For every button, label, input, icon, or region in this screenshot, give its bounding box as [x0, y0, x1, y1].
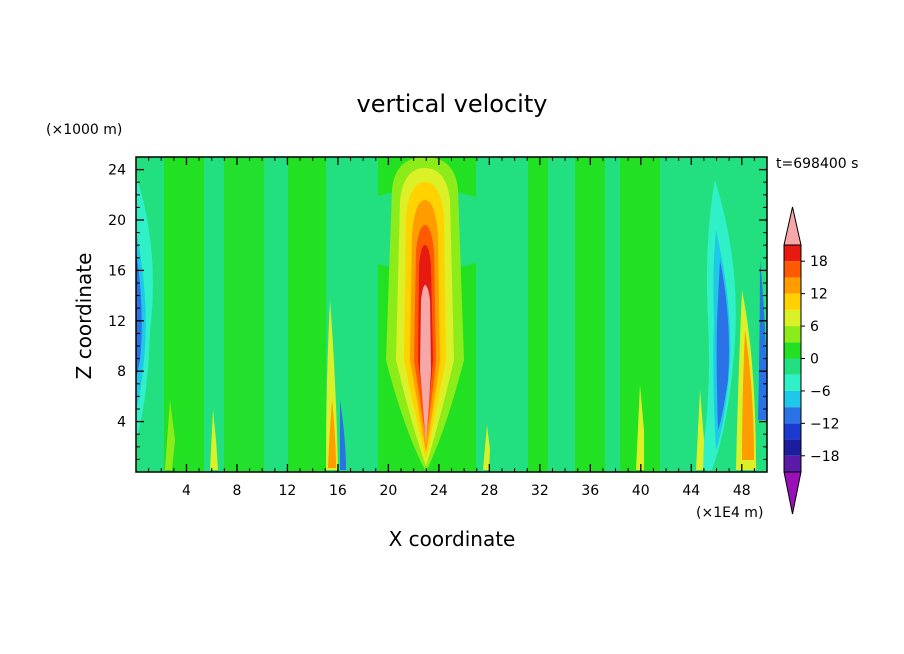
x-tick-label: 20 [379, 483, 397, 499]
colorbar-segment [784, 261, 801, 278]
x-axis-label: X coordinate [389, 527, 516, 551]
field-band [528, 157, 548, 472]
small-feature [483, 425, 490, 470]
colorbar-segment [784, 390, 801, 408]
right-edge-downdraft [758, 260, 767, 420]
colorbar-segment [784, 309, 801, 327]
y-axis-label: Z coordinate [72, 253, 96, 380]
x-unit-label: (×1E4 m) [696, 505, 763, 521]
downdraft-17 [340, 400, 346, 470]
small-feature [210, 410, 218, 470]
x-tick-label: 12 [279, 483, 297, 499]
small-feature [696, 390, 704, 470]
small-feature [165, 400, 175, 470]
x-tick-label: 40 [632, 483, 650, 499]
colorbar-tick-label: −18 [810, 449, 840, 465]
contour-field [136, 157, 767, 472]
narrow-updraft-16 [326, 300, 338, 470]
colorbar-tick-label: −6 [810, 384, 831, 400]
colorbar-extend-low [783, 471, 802, 515]
colorbar-tick-label: 12 [810, 287, 828, 303]
x-tick-label: 8 [232, 483, 241, 499]
narrow-updraft-16-core [328, 400, 336, 468]
x-tick-label: 44 [682, 483, 700, 499]
field-band [575, 157, 605, 472]
chart-title: vertical velocity [357, 90, 548, 118]
x-tick-label: 28 [480, 483, 498, 499]
colorbar-segment [784, 423, 801, 440]
colorbar-tick-label: 6 [810, 319, 819, 335]
right-downdraft-core [716, 260, 729, 430]
y-axis: 4 8 12 16 20 24 [108, 163, 767, 460]
x-axis: 4 8 12 16 20 24 28 32 36 40 44 48 [148, 157, 755, 499]
small-feature [636, 385, 644, 470]
y-unit-label: (×1000 m) [46, 122, 122, 138]
updraft-l7 [420, 285, 431, 445]
x-tick-label: 16 [329, 483, 347, 499]
x-tick-label: 36 [581, 483, 599, 499]
colorbar-segment [784, 245, 801, 262]
narrow-updraft-48-core [742, 330, 754, 460]
y-tick-label: 12 [108, 314, 126, 330]
y-tick-label: 16 [108, 263, 126, 279]
y-tick-label: 8 [117, 364, 126, 380]
colorbar-extend-high [783, 206, 802, 246]
x-tick-label: 4 [182, 483, 191, 499]
colorbar-tick-label: −12 [810, 416, 840, 432]
time-label: t=698400 s [776, 156, 858, 172]
colorbar-segment [784, 326, 801, 343]
y-tick-label: 4 [117, 415, 126, 431]
colorbar-segment [784, 439, 801, 456]
x-tick-label: 32 [531, 483, 549, 499]
x-tick-label: 48 [733, 483, 751, 499]
colorbar-tick-label: 0 [810, 352, 819, 368]
colorbar: 18 12 6 0 −6 −12 −18 [783, 206, 840, 515]
y-tick-label: 24 [108, 163, 126, 179]
colorbar-segment [784, 358, 801, 375]
field-band [288, 157, 326, 472]
colorbar-segment [784, 455, 801, 472]
colorbar-segment [784, 407, 801, 424]
x-tick-label: 24 [430, 483, 448, 499]
y-tick-label: 20 [108, 213, 126, 229]
colorbar-tick-label: 18 [810, 254, 828, 270]
colorbar-segment [784, 374, 801, 391]
colorbar-segment [784, 293, 801, 310]
colorbar-segment [784, 277, 801, 294]
field-band [224, 157, 264, 472]
colorbar-segment [784, 342, 801, 359]
